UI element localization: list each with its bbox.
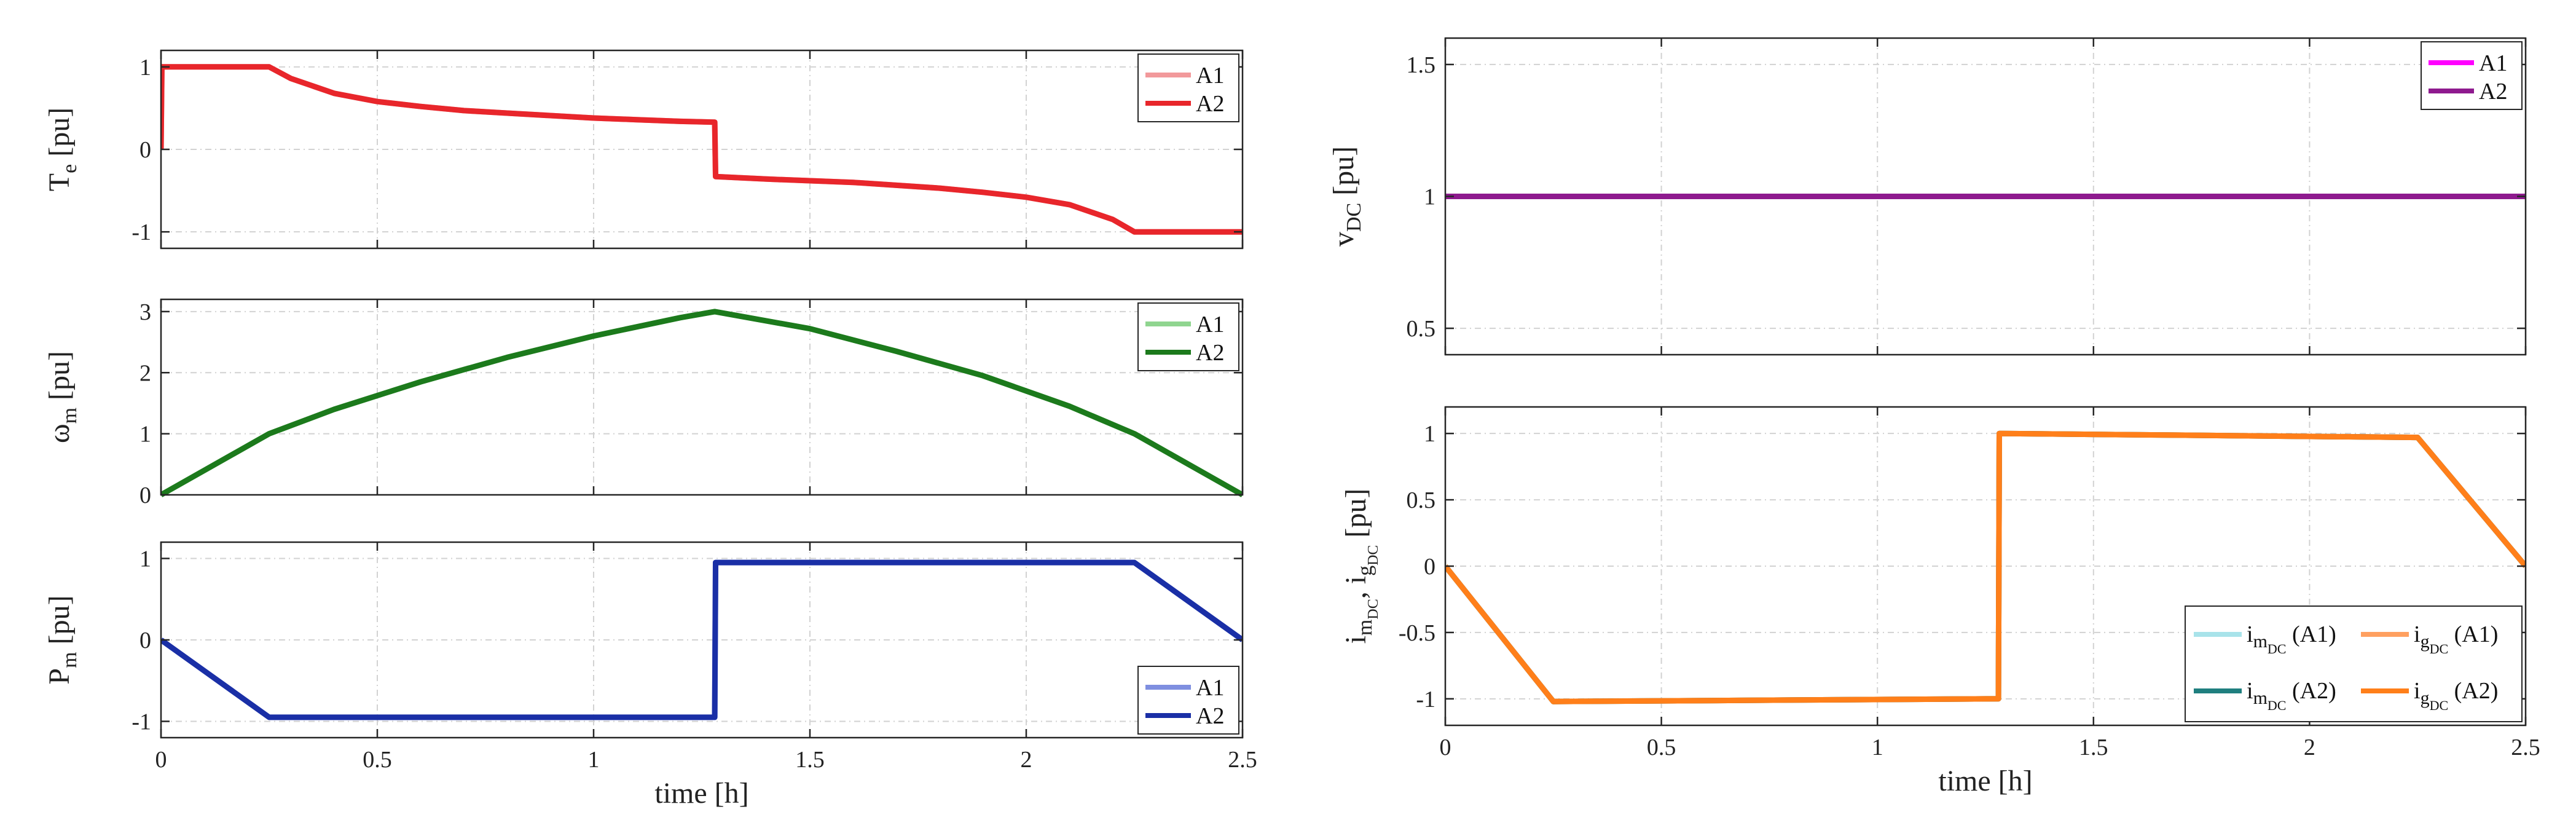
y-tick-label: -0.5 <box>1399 620 1435 646</box>
x-tick-label: 2 <box>2304 735 2315 760</box>
y-axis-label: imDC, igDC [pu] <box>1340 489 1381 644</box>
y-tick-label: -1 <box>132 709 151 735</box>
y-tick-label: 1 <box>139 422 151 448</box>
y-tick-label: 0 <box>139 137 151 163</box>
y-tick-label: 1 <box>1424 421 1435 447</box>
x-tick-label: 0 <box>155 747 167 773</box>
legend-label: A1 <box>1196 63 1224 89</box>
legend-label: imDC (A2) <box>2247 678 2336 713</box>
x-tick-label: 0 <box>1440 735 1451 760</box>
legend-label: igDC (A1) <box>2414 621 2498 657</box>
series-line-te-1 <box>161 64 1243 235</box>
y-tick-label: 0.5 <box>1407 316 1436 342</box>
y-axis-label: Pm [pu] <box>43 595 81 684</box>
y-tick-label: 1 <box>1424 184 1435 210</box>
y-tick-label: 0 <box>139 483 151 508</box>
legend-label: imDC (A1) <box>2247 621 2336 657</box>
x-tick-label: 2.5 <box>1228 747 1257 773</box>
y-tick-label: 3 <box>139 299 151 325</box>
y-tick-label: 0 <box>1424 554 1435 580</box>
legend-box <box>1137 53 1239 122</box>
y-axis-label: Te [pu] <box>43 108 81 191</box>
axes-box <box>160 298 1244 496</box>
legend-label: A2 <box>1196 340 1224 366</box>
legend-label: A2 <box>1196 703 1224 729</box>
y-tick-label: -1 <box>1416 687 1435 712</box>
x-tick-label: 1 <box>588 747 600 773</box>
x-tick-label: 1 <box>1872 735 1883 760</box>
x-tick-label: 0.5 <box>1647 735 1676 760</box>
legend-box <box>1137 302 1239 371</box>
x-tick-label: 1.5 <box>2079 735 2108 760</box>
legend-label: A2 <box>2479 79 2507 104</box>
legend-box <box>2421 41 2523 110</box>
x-axis-label: time [h] <box>654 777 748 810</box>
series-line-pm-1 <box>161 559 1243 720</box>
legend-box <box>2185 605 2523 722</box>
y-tick-label: 1 <box>139 55 151 81</box>
legend-label: A1 <box>1196 312 1224 337</box>
y-axis-label: ωm [pu] <box>43 351 81 443</box>
y-tick-label: 0 <box>139 628 151 653</box>
y-tick-label: 0.5 <box>1407 487 1436 513</box>
y-tick-label: 2 <box>139 360 151 386</box>
x-axis-label: time [h] <box>1938 765 2032 797</box>
legend-label: A2 <box>1196 91 1224 117</box>
y-tick-label: 1 <box>139 546 151 572</box>
legend: imDC (A1) igDC (A1) imDC (A2) igDC (A2) <box>2185 605 2523 722</box>
legend-label: A1 <box>1196 675 1224 701</box>
x-tick-label: 2.5 <box>2511 735 2540 760</box>
legend-box <box>1137 666 1239 735</box>
legend-label: igDC (A2) <box>2414 678 2498 713</box>
series-line-wm-1 <box>161 309 1243 497</box>
series-line-idc-3 <box>1445 430 2526 704</box>
y-axis-label: vDC [pu] <box>1327 146 1365 246</box>
panel-idc: 0 0.5 1 1.5 2 2.5 -1 -0.5 0 0.5 1 time [h] imDC, igD… <box>1340 406 2540 797</box>
x-tick-label: 0.5 <box>363 747 392 773</box>
y-tick-label: 1.5 <box>1407 52 1436 78</box>
x-tick-label: 2 <box>1021 747 1032 773</box>
x-tick-label: 1.5 <box>795 747 825 773</box>
y-tick-label: -1 <box>132 219 151 245</box>
legend-label: A1 <box>2479 50 2507 76</box>
